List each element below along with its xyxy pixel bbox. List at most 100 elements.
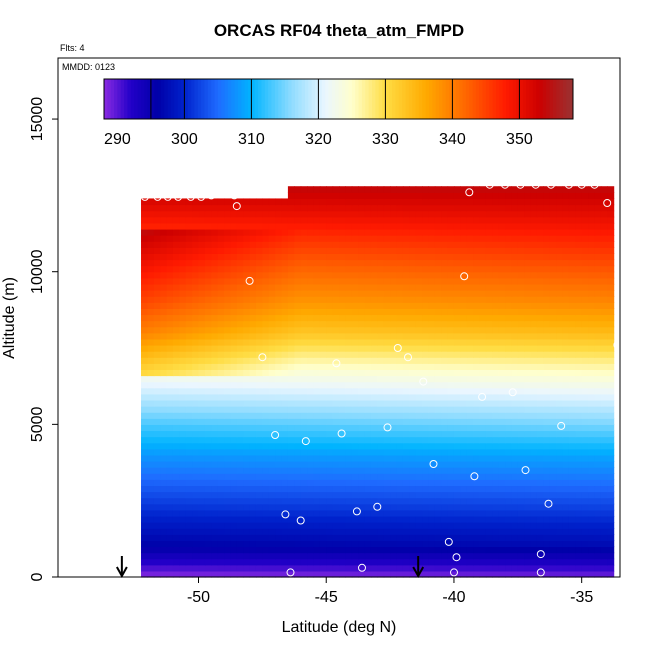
heatmap-cell bbox=[543, 430, 551, 438]
heatmap-cell bbox=[530, 540, 538, 548]
heatmap-cell bbox=[466, 344, 474, 352]
heatmap-cell bbox=[345, 485, 353, 493]
heatmap-cell bbox=[255, 454, 263, 462]
heatmap-cell bbox=[556, 235, 564, 242]
heatmap-cell bbox=[236, 253, 244, 261]
heatmap-cell bbox=[415, 387, 423, 395]
heatmap-cell bbox=[217, 509, 225, 517]
heatmap-cell bbox=[428, 467, 436, 474]
heatmap-cell bbox=[588, 393, 596, 401]
heatmap-cell bbox=[230, 265, 238, 273]
heatmap-cell bbox=[185, 314, 193, 322]
heatmap-cell bbox=[588, 290, 596, 297]
heatmap-cell bbox=[287, 351, 295, 358]
heatmap-cell bbox=[517, 277, 525, 285]
heatmap-cell bbox=[588, 503, 596, 511]
heatmap-cell bbox=[332, 564, 340, 572]
heatmap-cell bbox=[581, 473, 589, 480]
heatmap-cell bbox=[530, 363, 538, 370]
heatmap-cell bbox=[377, 363, 385, 370]
colorbar-segment bbox=[439, 79, 443, 119]
heatmap-cell bbox=[211, 320, 219, 328]
heatmap-cell bbox=[364, 222, 372, 230]
heatmap-cell bbox=[453, 522, 461, 529]
heatmap-cell bbox=[160, 491, 168, 499]
heatmap-cell bbox=[141, 228, 149, 236]
heatmap-cell bbox=[511, 235, 519, 242]
heatmap-cell bbox=[166, 283, 174, 291]
heatmap-cell bbox=[275, 436, 283, 444]
heatmap-cell bbox=[390, 204, 398, 212]
heatmap-cell bbox=[236, 534, 244, 541]
heatmap-cell bbox=[153, 424, 161, 432]
heatmap-cell bbox=[581, 448, 589, 456]
heatmap-cell bbox=[255, 271, 263, 279]
heatmap-cell bbox=[447, 515, 455, 523]
colorbar-segment bbox=[244, 79, 249, 119]
heatmap-cell bbox=[287, 436, 295, 444]
heatmap-cell bbox=[594, 344, 602, 352]
heatmap-cell bbox=[332, 302, 340, 309]
heatmap-cell bbox=[224, 534, 232, 541]
heatmap-cell bbox=[460, 460, 468, 468]
heatmap-cell bbox=[166, 528, 174, 535]
heatmap-cell bbox=[492, 381, 500, 389]
heatmap-cell bbox=[326, 399, 334, 407]
heatmap-cell bbox=[224, 406, 232, 413]
heatmap-cell bbox=[549, 290, 557, 297]
heatmap-cell bbox=[594, 564, 602, 572]
heatmap-cell bbox=[479, 399, 487, 407]
heatmap-cell bbox=[479, 271, 487, 279]
heatmap-cell bbox=[172, 534, 180, 541]
heatmap-cell bbox=[319, 332, 327, 340]
heatmap-cell bbox=[396, 467, 404, 474]
heatmap-cell bbox=[172, 460, 180, 468]
colorbar-segment bbox=[465, 79, 470, 119]
heatmap-cell bbox=[147, 375, 155, 383]
heatmap-cell bbox=[287, 381, 295, 389]
heatmap-cell bbox=[236, 222, 244, 230]
heatmap-cell bbox=[428, 509, 436, 517]
heatmap-cell bbox=[575, 320, 583, 328]
heatmap-cell bbox=[588, 338, 596, 346]
heatmap-cell bbox=[211, 528, 219, 535]
heatmap-cell bbox=[224, 363, 232, 370]
heatmap-cell bbox=[358, 265, 366, 273]
heatmap-cell bbox=[466, 241, 474, 248]
colorbar-segment bbox=[516, 79, 520, 119]
heatmap-cell bbox=[141, 393, 149, 401]
heatmap-cell bbox=[575, 387, 583, 395]
heatmap-cell bbox=[549, 320, 557, 328]
colorbar-segment bbox=[382, 79, 386, 119]
heatmap-cell bbox=[166, 436, 174, 444]
heatmap-cell bbox=[607, 247, 615, 254]
heatmap-cell bbox=[607, 186, 615, 193]
heatmap-cell bbox=[498, 424, 506, 432]
heatmap-cell bbox=[332, 375, 340, 383]
heatmap-cell bbox=[345, 570, 353, 578]
heatmap-cell bbox=[179, 479, 187, 487]
heatmap-cell bbox=[485, 210, 493, 218]
heatmap-cell bbox=[192, 448, 200, 456]
heatmap-cell bbox=[524, 204, 532, 212]
heatmap-cell bbox=[345, 375, 353, 383]
heatmap-cell bbox=[230, 290, 238, 297]
heatmap-cell bbox=[141, 357, 149, 364]
heatmap-cell bbox=[428, 259, 436, 267]
heatmap-cell bbox=[492, 473, 500, 480]
heatmap-cell bbox=[300, 210, 308, 218]
heatmap-cell bbox=[351, 253, 359, 261]
heatmap-cell bbox=[505, 265, 513, 273]
heatmap-cell bbox=[198, 241, 206, 248]
heatmap-cell bbox=[479, 228, 487, 236]
heatmap-cell bbox=[434, 235, 442, 242]
heatmap-cell bbox=[466, 399, 474, 407]
heatmap-cell bbox=[262, 552, 270, 560]
heatmap-cell bbox=[141, 399, 149, 407]
heatmap-cell bbox=[498, 210, 506, 218]
heatmap-cell bbox=[358, 204, 366, 212]
heatmap-cell bbox=[441, 265, 449, 273]
heatmap-cell bbox=[460, 564, 468, 572]
heatmap-cell bbox=[179, 454, 187, 462]
heatmap-cell bbox=[460, 210, 468, 218]
